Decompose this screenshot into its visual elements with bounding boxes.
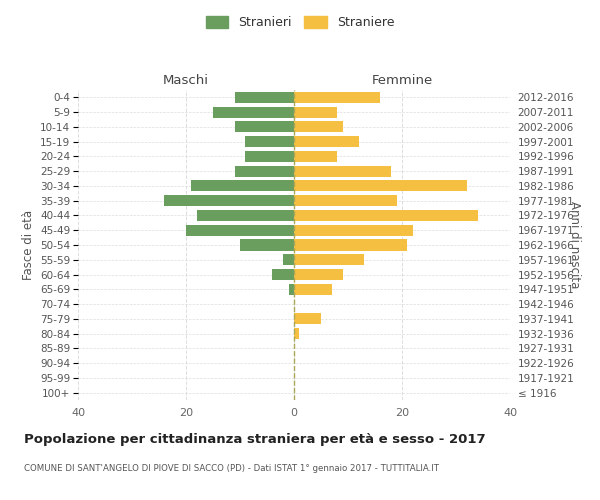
Bar bbox=[294, 254, 364, 266]
Bar bbox=[294, 195, 397, 206]
Text: Femmine: Femmine bbox=[371, 74, 433, 87]
Bar bbox=[191, 180, 294, 192]
Bar bbox=[213, 106, 294, 118]
Bar bbox=[245, 136, 294, 147]
Bar bbox=[164, 195, 294, 206]
Bar bbox=[235, 122, 294, 132]
Bar bbox=[245, 151, 294, 162]
Bar bbox=[240, 240, 294, 250]
Text: Maschi: Maschi bbox=[163, 74, 209, 87]
Bar bbox=[186, 224, 294, 236]
Y-axis label: Fasce di età: Fasce di età bbox=[22, 210, 35, 280]
Bar bbox=[294, 166, 391, 176]
Bar bbox=[283, 254, 294, 266]
Bar bbox=[197, 210, 294, 221]
Bar bbox=[294, 180, 467, 192]
Bar bbox=[294, 92, 380, 103]
Bar bbox=[235, 92, 294, 103]
Bar bbox=[272, 269, 294, 280]
Bar bbox=[294, 240, 407, 250]
Bar bbox=[294, 314, 321, 324]
Text: Popolazione per cittadinanza straniera per età e sesso - 2017: Popolazione per cittadinanza straniera p… bbox=[24, 432, 485, 446]
Text: COMUNE DI SANT'ANGELO DI PIOVE DI SACCO (PD) - Dati ISTAT 1° gennaio 2017 - TUTT: COMUNE DI SANT'ANGELO DI PIOVE DI SACCO … bbox=[24, 464, 439, 473]
Bar bbox=[294, 284, 332, 295]
Y-axis label: Anni di nascita: Anni di nascita bbox=[568, 202, 581, 288]
Bar bbox=[294, 136, 359, 147]
Bar bbox=[294, 210, 478, 221]
Bar bbox=[289, 284, 294, 295]
Bar bbox=[294, 122, 343, 132]
Bar bbox=[235, 166, 294, 176]
Bar bbox=[294, 106, 337, 118]
Bar bbox=[294, 151, 337, 162]
Bar bbox=[294, 269, 343, 280]
Bar bbox=[294, 328, 299, 339]
Legend: Stranieri, Straniere: Stranieri, Straniere bbox=[201, 11, 399, 34]
Bar bbox=[294, 224, 413, 236]
